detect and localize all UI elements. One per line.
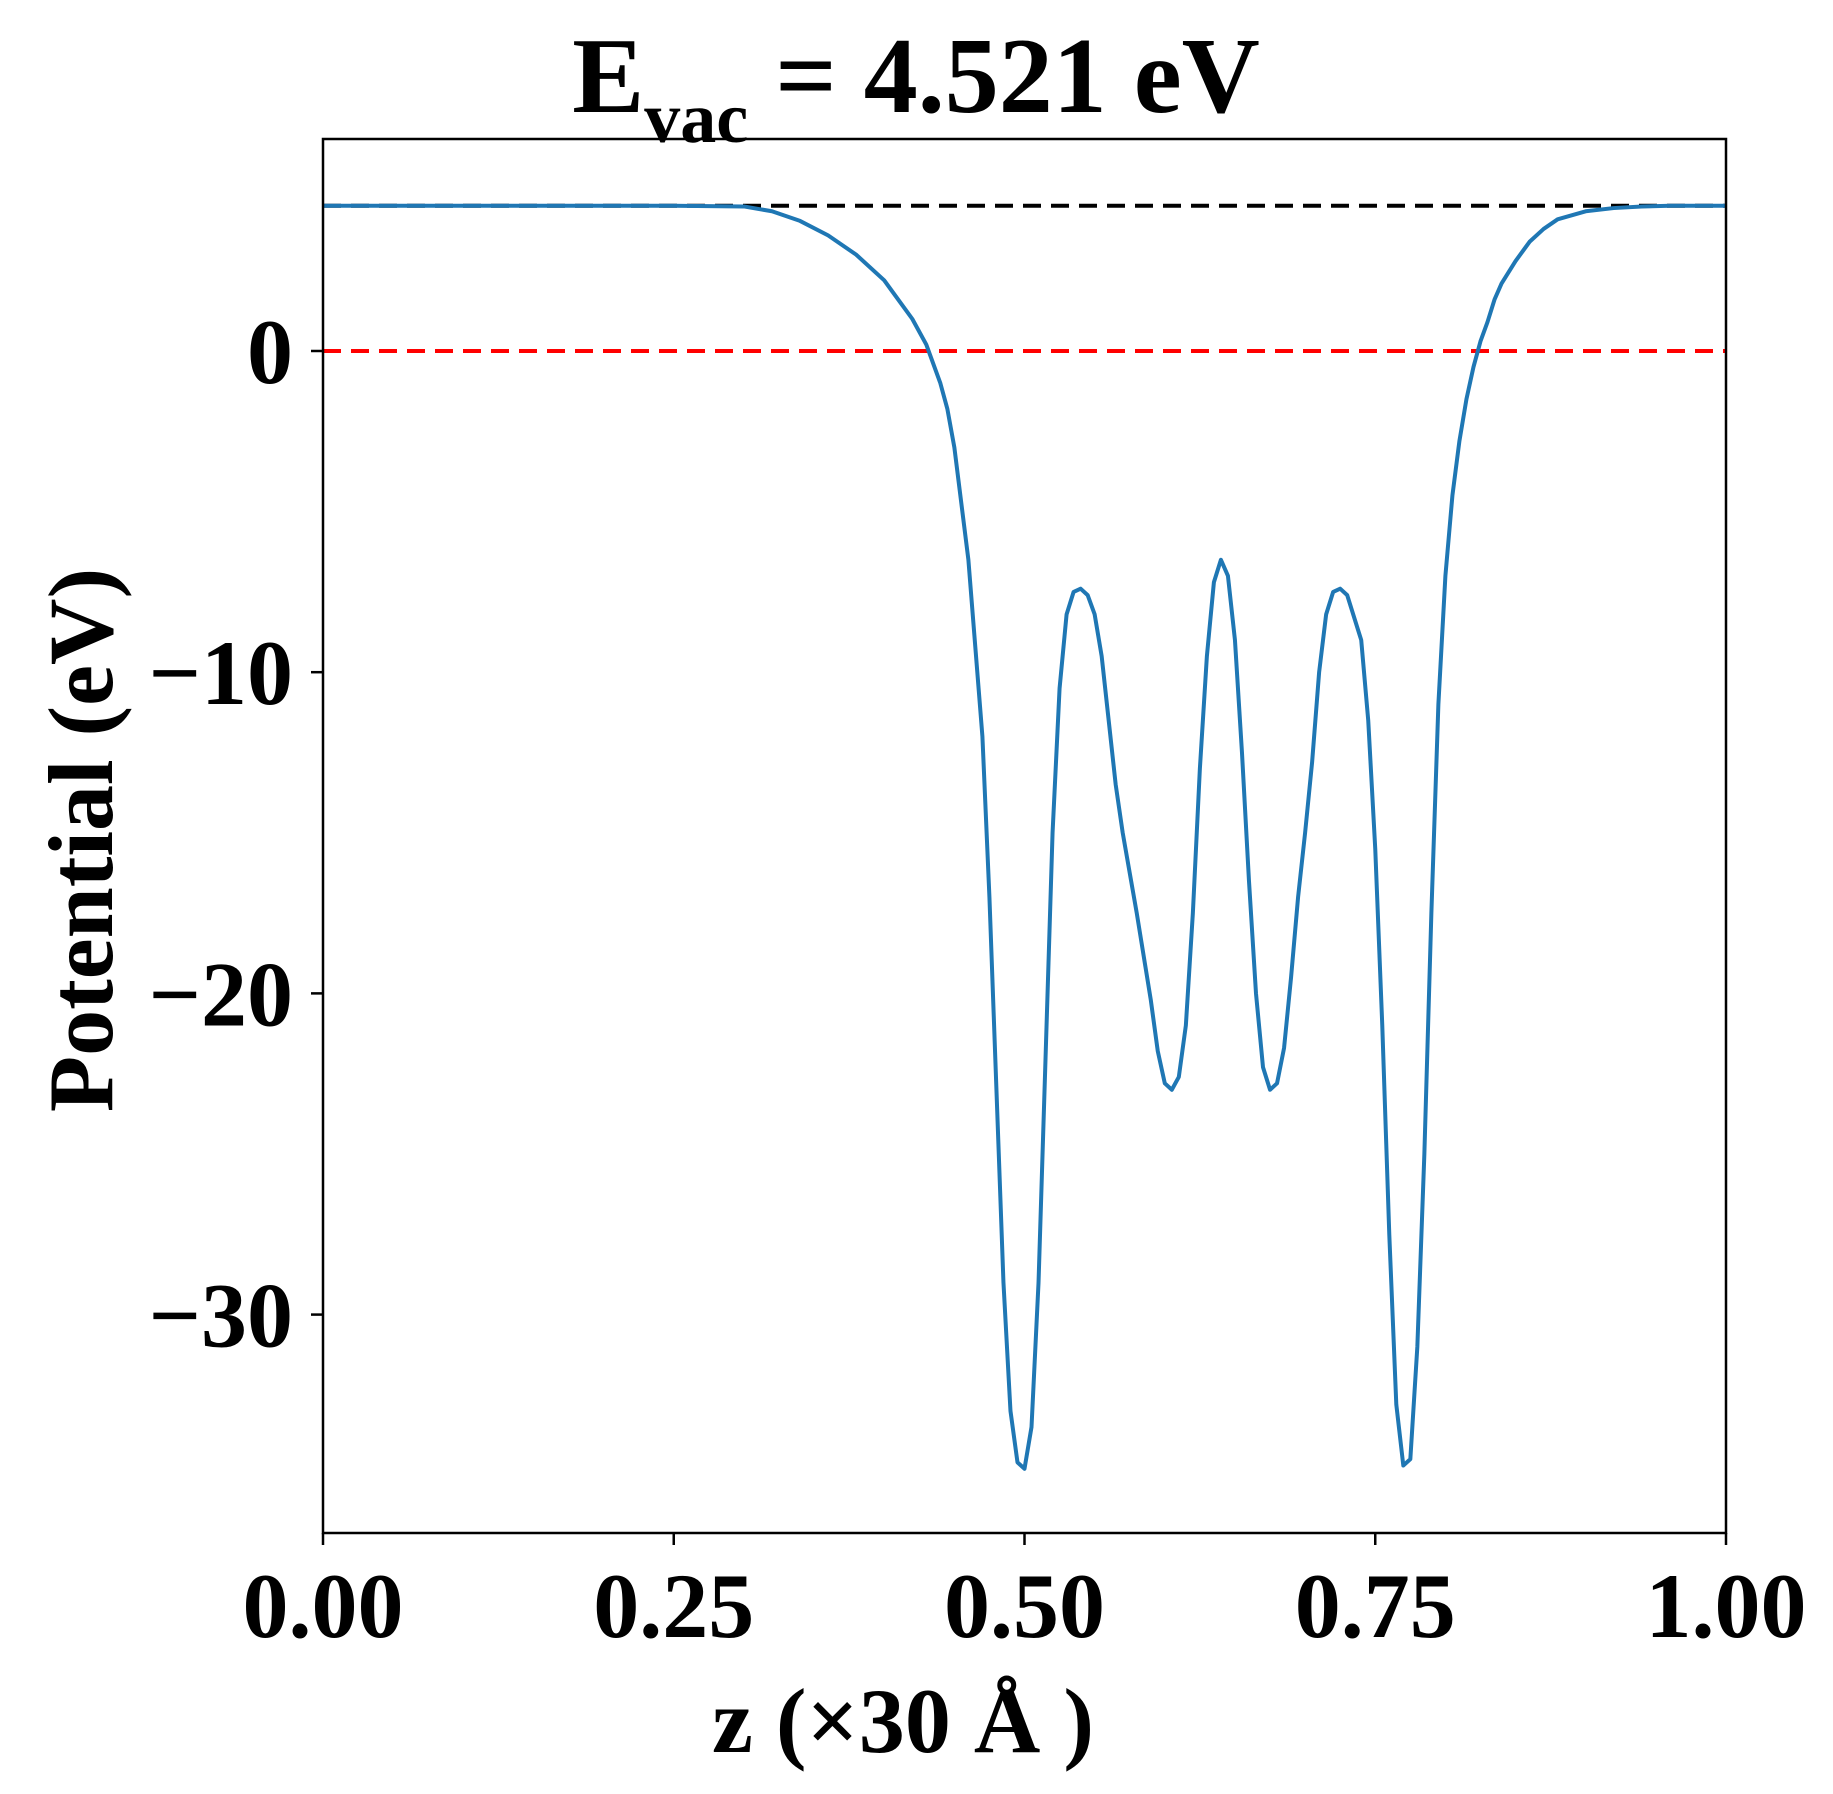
- title-rest: = 4.521 eV: [748, 17, 1259, 136]
- y-tick-label: −30: [149, 1265, 293, 1367]
- y-ticks: 0 −10 −20 −30: [149, 301, 323, 1367]
- axes-frame: [321, 137, 1728, 1535]
- y-tick-label: 0: [247, 301, 293, 403]
- x-tick-label: 0.00: [243, 1555, 404, 1657]
- series-group: [323, 203, 1726, 1471]
- y-tick-label: −10: [149, 622, 293, 724]
- chart-title: Evac = 4.521 eV: [572, 17, 1260, 158]
- x-ticks: 0.00 0.25 0.50 0.75 1.00: [243, 1533, 1807, 1657]
- x-tick-label: 0.25: [593, 1555, 754, 1657]
- reference-lines: [323, 203, 1726, 353]
- x-axis-label: z (×30 Å ): [712, 1670, 1094, 1772]
- y-axis-label: Potential (eV): [30, 568, 132, 1112]
- x-tick-label: 1.00: [1646, 1555, 1807, 1657]
- title-subscript: vac: [644, 78, 748, 158]
- potential-series-line: [323, 203, 1726, 1471]
- title-main: E: [572, 17, 644, 136]
- x-tick-label: 0.75: [1295, 1555, 1456, 1657]
- y-tick-label: −20: [149, 943, 293, 1045]
- x-tick-label: 0.50: [944, 1555, 1105, 1657]
